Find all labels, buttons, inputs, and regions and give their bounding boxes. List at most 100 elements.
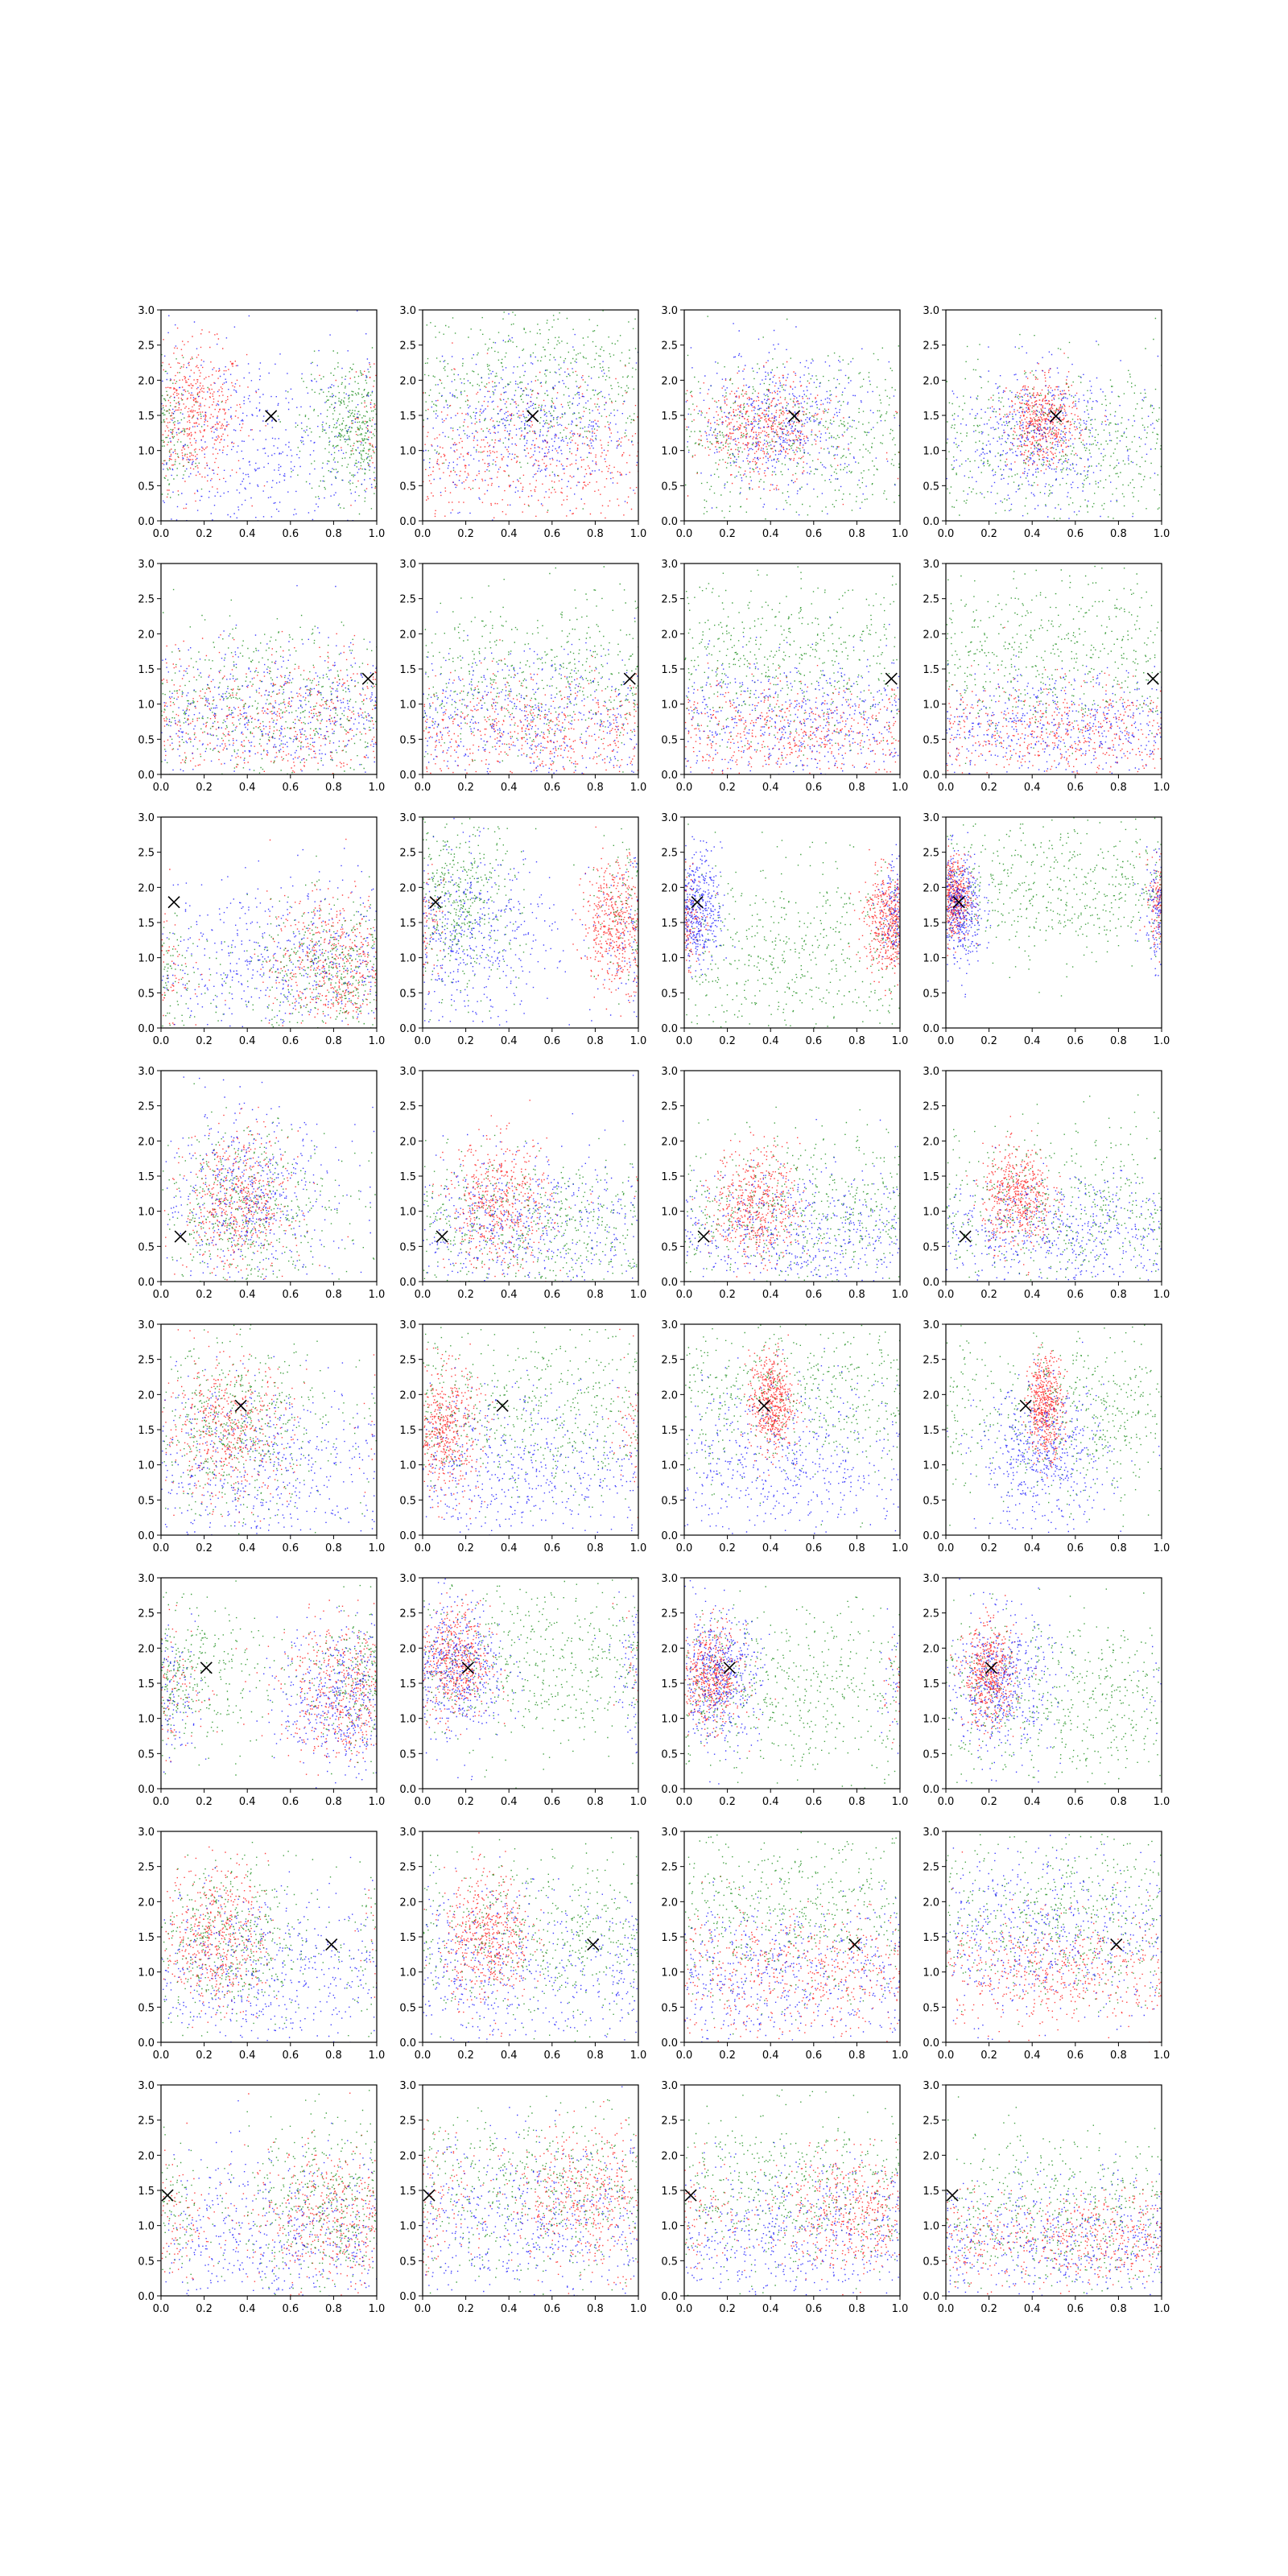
x-tick-label: 0.0	[676, 2303, 693, 2315]
y-tick-label: 2.5	[138, 2116, 155, 2128]
y-tick-label: 3.0	[661, 1827, 678, 1839]
axes-frame	[683, 816, 901, 1029]
y-tick-label: 1.5	[138, 1425, 155, 1437]
x-tick-label: 0.6	[1067, 1289, 1084, 1301]
y-tick-label: 2.0	[399, 2150, 416, 2162]
axes-frame	[945, 1831, 1162, 2043]
x-marker	[200, 1662, 213, 1674]
subplot-r7-c2: 0.0 0.2 0.4 0.6 0.8 1.0 0.0 0.5 1.0 1.5 2.0 2.5 3.0	[661, 2080, 908, 2315]
x-tick-label: 0.2	[196, 2050, 213, 2062]
y-tick-label: 0.5	[399, 2002, 416, 2014]
x-tick-label: 0.6	[543, 782, 560, 794]
x-tick-label: 0.4	[501, 2303, 518, 2315]
x-tick-label: 0.2	[719, 2050, 736, 2062]
x-tick-label: 1.0	[369, 528, 386, 540]
y-tick-label: 0.0	[138, 516, 155, 528]
series-red-points	[163, 1846, 377, 2029]
x-tick-label: 0.8	[587, 1035, 604, 1047]
x-tick-label: 0.6	[805, 528, 822, 540]
y-tick-label: 1.0	[138, 700, 155, 712]
series-blue-points	[423, 313, 638, 521]
y-tick-label: 0.0	[661, 1023, 678, 1035]
series-blue-points	[946, 341, 1159, 519]
x-tick-label: 0.8	[587, 1289, 604, 1301]
series-green-points	[684, 1106, 900, 1282]
x-marker	[1110, 1938, 1123, 1951]
x-marker	[161, 2189, 174, 2202]
x-tick-label: 0.4	[501, 528, 518, 540]
x-tick-label: 0.4	[1024, 2303, 1041, 2315]
x-tick-label: 1.0	[369, 1796, 386, 1808]
y-tick-label: 1.0	[661, 1207, 678, 1219]
x-tick-label: 1.0	[892, 1035, 909, 1047]
x-tick-label: 1.0	[1154, 2050, 1170, 2062]
x-tick-label: 0.2	[196, 1289, 213, 1301]
y-tick-label: 3.0	[138, 1066, 155, 1078]
point-cloud	[946, 1834, 1162, 2042]
x-tick-label: 0.8	[1110, 782, 1127, 794]
x-tick-label: 0.4	[1024, 1289, 1041, 1301]
x-tick-label: 0.8	[587, 1542, 604, 1554]
series-green-points	[161, 2090, 377, 2295]
x-tick-label: 1.0	[892, 782, 909, 794]
x-tick-label: 0.8	[325, 1035, 342, 1047]
y-tick-label: 1.5	[923, 1678, 939, 1690]
x-marker	[496, 1399, 509, 1412]
y-tick-label: 3.0	[399, 1827, 416, 1839]
x-tick-label: 0.0	[415, 528, 431, 540]
axes-frame	[683, 1323, 901, 1536]
y-tick-label: 2.5	[661, 594, 678, 606]
x-marker	[423, 2189, 436, 2202]
point-cloud	[161, 1842, 377, 2042]
x-marker	[1146, 672, 1159, 685]
x-tick-label: 1.0	[892, 1289, 909, 1301]
point-cloud	[423, 1327, 638, 1535]
x-tick-label: 1.0	[369, 1035, 386, 1047]
y-tick-label: 3.0	[661, 305, 678, 317]
x-tick-label: 0.4	[762, 528, 779, 540]
y-tick-label: 1.5	[923, 1932, 939, 1944]
y-tick-label: 2.5	[138, 341, 155, 353]
y-tick-label: 1.0	[661, 1460, 678, 1472]
x-tick-label: 0.4	[762, 1035, 779, 1047]
point-cloud	[684, 824, 900, 1028]
y-tick-label: 2.5	[661, 848, 678, 860]
y-tick-label: 0.0	[138, 1530, 155, 1542]
y-tick-label: 1.5	[399, 1678, 416, 1690]
y-tick-label: 0.0	[923, 1277, 939, 1289]
y-tick-label: 1.0	[661, 1714, 678, 1726]
y-tick-label: 3.0	[138, 812, 155, 824]
y-tick-label: 0.0	[399, 516, 416, 528]
x-tick-label: 1.0	[630, 2303, 647, 2315]
x-tick-label: 0.6	[543, 2050, 560, 2062]
series-blue-points	[423, 818, 638, 1026]
axes-frame	[422, 1070, 639, 1282]
series-blue-points	[947, 1578, 1162, 1783]
x-tick-label: 1.0	[1154, 528, 1170, 540]
x-tick-label: 0.6	[805, 1796, 822, 1808]
y-tick-label: 0.5	[661, 2256, 678, 2268]
x-marker	[436, 1230, 448, 1243]
x-tick-label: 0.4	[239, 2050, 256, 2062]
x-tick-label: 0.6	[282, 782, 299, 794]
y-tick-label: 0.0	[399, 1023, 416, 1035]
y-tick-label: 0.0	[923, 516, 939, 528]
series-green-points	[946, 1324, 1162, 1527]
x-tick-label: 1.0	[369, 1542, 386, 1554]
series-green-points	[423, 566, 638, 773]
y-tick-label: 0.5	[923, 1748, 939, 1761]
y-tick-label: 2.5	[661, 1608, 678, 1620]
x-tick-label: 0.6	[805, 1035, 822, 1047]
y-tick-label: 1.5	[661, 918, 678, 930]
series-blue-points	[423, 1856, 638, 2042]
series-green-points	[161, 1842, 377, 2042]
y-tick-label: 2.5	[138, 1862, 155, 1874]
series-green-points	[423, 1579, 638, 1789]
series-green-points	[946, 1834, 1162, 2025]
x-tick-label: 0.6	[543, 1035, 560, 1047]
y-tick-label: 2.5	[923, 1608, 939, 1620]
y-tick-label: 0.5	[923, 1495, 939, 1507]
y-tick-label: 2.5	[923, 1862, 939, 1874]
y-tick-label: 2.5	[138, 848, 155, 860]
y-tick-label: 1.5	[138, 1171, 155, 1183]
